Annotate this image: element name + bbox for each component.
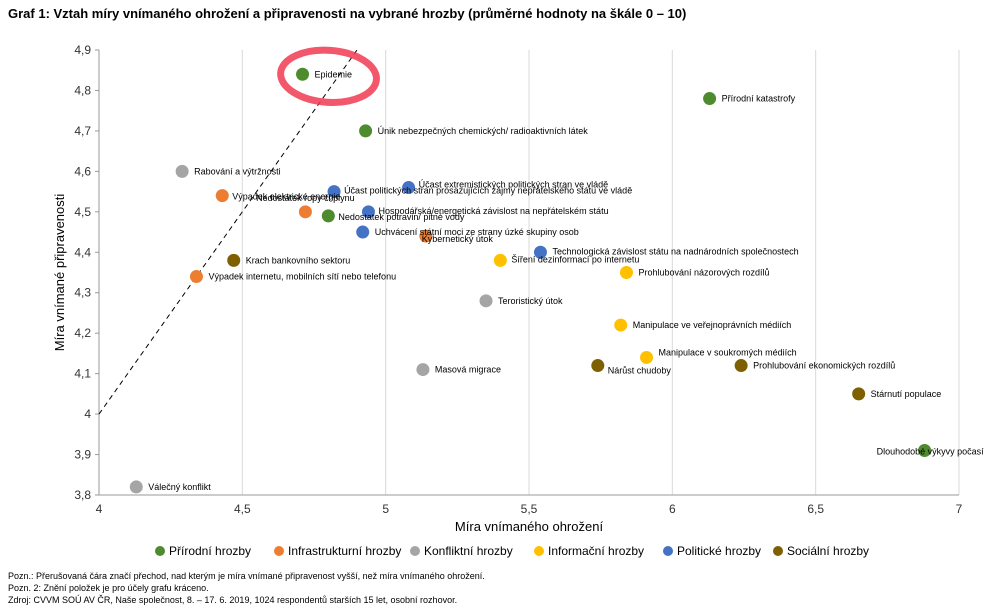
data-point [215, 189, 229, 203]
point-label: Prohlubování ekonomických rozdílů [753, 361, 895, 371]
data-point [327, 185, 341, 199]
data-point [296, 67, 310, 81]
point-label: Účast extremistických politických stran … [419, 180, 609, 190]
data-point [356, 225, 370, 239]
x-tick-label: 6,5 [807, 502, 824, 516]
point-label: Válečný konflikt [148, 482, 211, 492]
y-tick-label: 4,4 [74, 245, 91, 259]
data-point [227, 253, 241, 267]
point-label: Dlouhodobé výkyvy počasí [877, 447, 985, 457]
chart-title: Graf 1: Vztah míry vnímaného ohrožení a … [8, 6, 687, 21]
legend-marker [274, 546, 284, 556]
y-tick-label: 4,7 [74, 124, 91, 138]
point-label: Výpadek internetu, mobilních sítí nebo t… [208, 272, 396, 282]
x-axis-title: Míra vnímaného ohrožení [455, 519, 604, 534]
y-tick-label: 4,3 [74, 286, 91, 300]
data-point [703, 92, 717, 106]
legend-label: Konfliktní hrozby [424, 544, 513, 558]
y-tick-label: 4,2 [74, 326, 91, 340]
legend-marker [534, 546, 544, 556]
legend-marker [410, 546, 420, 556]
data-point [416, 363, 430, 377]
point-label: Přírodní katastrofy [722, 94, 796, 104]
data-point [493, 253, 507, 267]
point-label: Krach bankovního sektoru [246, 255, 351, 265]
data-point [918, 444, 932, 457]
point-label: Hospodářská/energetická závislost na nep… [378, 206, 608, 216]
data-point [614, 318, 628, 332]
x-tick-label: 7 [956, 502, 963, 516]
data-point [298, 205, 312, 219]
point-label: Výpadek elektrické energie [232, 192, 340, 202]
point-label: Kybernetický útok [422, 234, 494, 244]
point-label: Nedostatek potravin/ pitné vody [338, 212, 465, 222]
source-note: Zdroj: CVVM SOÚ AV ČR, Naše společnost, … [8, 595, 458, 605]
point-label: Účast politických stran prosazujících zá… [344, 186, 632, 196]
highlight-ellipse [277, 46, 380, 106]
data-point [619, 266, 633, 279]
x-tick-label: 5 [382, 502, 389, 516]
point-label: Šíření dezinformací po internetu [511, 254, 639, 264]
legend-label: Sociální hrozby [787, 544, 869, 558]
point-label: Nárůst chudoby [608, 366, 672, 376]
y-tick-label: 3,9 [74, 448, 91, 462]
point-label: Prohlubování názorových rozdílů [638, 268, 769, 278]
legend-marker [663, 546, 673, 556]
y-axis-title: Míra vnímané připravenosti [52, 194, 67, 352]
y-tick-label: 4,6 [74, 164, 91, 178]
scatter-chart: 4 4,5 5 5,5 6 6,5 7 3,8 3,9 4 4,1 4,2 4,3 4,4 4,5 4,6 4,… [52, 43, 984, 558]
legend-label: Infrastrukturní hrozby [288, 544, 401, 558]
data-point [402, 181, 416, 195]
data-point [321, 209, 335, 223]
point-label: Únik nebezpečných chemických/ radioaktiv… [378, 126, 589, 136]
data-points [129, 67, 932, 494]
note-2: Pozn. 2: Znění položek je pro účely graf… [8, 583, 209, 593]
y-tick-label: 4,8 [74, 83, 91, 97]
x-tick-label: 4,5 [234, 502, 251, 516]
y-tick-label: 4 [84, 407, 91, 421]
point-label: Nedostatek ropy či plynu [256, 193, 355, 203]
footnotes: Pozn.: Přerušovaná čára značí přechod, n… [8, 570, 485, 606]
data-point [189, 270, 203, 284]
legend-label: Politické hrozby [677, 544, 761, 558]
y-tick-label: 3,8 [74, 488, 91, 502]
point-label: Rabování a výtržnosti [194, 166, 281, 176]
legend: Přírodní hrozby Infrastrukturní hrozby Kon… [155, 544, 869, 558]
data-point [734, 359, 748, 373]
data-point [852, 387, 866, 401]
data-point [419, 229, 433, 243]
data-point [479, 294, 493, 308]
point-label: Masová migrace [435, 365, 501, 375]
axes: 4 4,5 5 5,5 6 6,5 7 3,8 3,9 4 4,1 4,2 4,3 4,4 4,5 4,6 4,… [52, 43, 963, 534]
data-point [175, 164, 189, 178]
reference-line-y-equals-x [98, 49, 358, 415]
data-point [361, 205, 375, 219]
y-tick-label: 4,9 [74, 43, 91, 57]
legend-label: Informační hrozby [548, 544, 644, 558]
y-tick-label: 4,1 [74, 367, 91, 381]
data-point [640, 350, 654, 364]
legend-marker [773, 546, 783, 556]
point-label: Stárnutí populace [871, 389, 942, 399]
reference-line [98, 46, 380, 415]
data-point [591, 359, 605, 373]
point-label: Uchvácení státní moci ze strany úzké sku… [375, 227, 579, 237]
legend-marker [155, 546, 165, 556]
data-point [129, 480, 143, 494]
legend-label: Přírodní hrozby [169, 544, 251, 558]
y-tick-label: 4,5 [74, 205, 91, 219]
point-label: Technologická závislost státu na nadnáro… [552, 246, 798, 256]
point-labels: Epidemie Přírodní katastrofy Únik nebezpeč… [148, 69, 984, 492]
x-tick-label: 5,5 [521, 502, 538, 516]
note-1: Pozn.: Přerušovaná čára značí přechod, n… [8, 571, 485, 581]
point-label: Manipulace ve veřejnoprávních médiích [633, 320, 792, 330]
point-label: Manipulace v soukromých médiích [659, 347, 797, 357]
x-tick-label: 4 [96, 502, 103, 516]
data-point [533, 245, 547, 259]
x-tick-label: 6 [669, 502, 676, 516]
data-point [359, 124, 373, 138]
point-label: Epidemie [315, 69, 353, 79]
point-label: Teroristický útok [498, 296, 563, 306]
